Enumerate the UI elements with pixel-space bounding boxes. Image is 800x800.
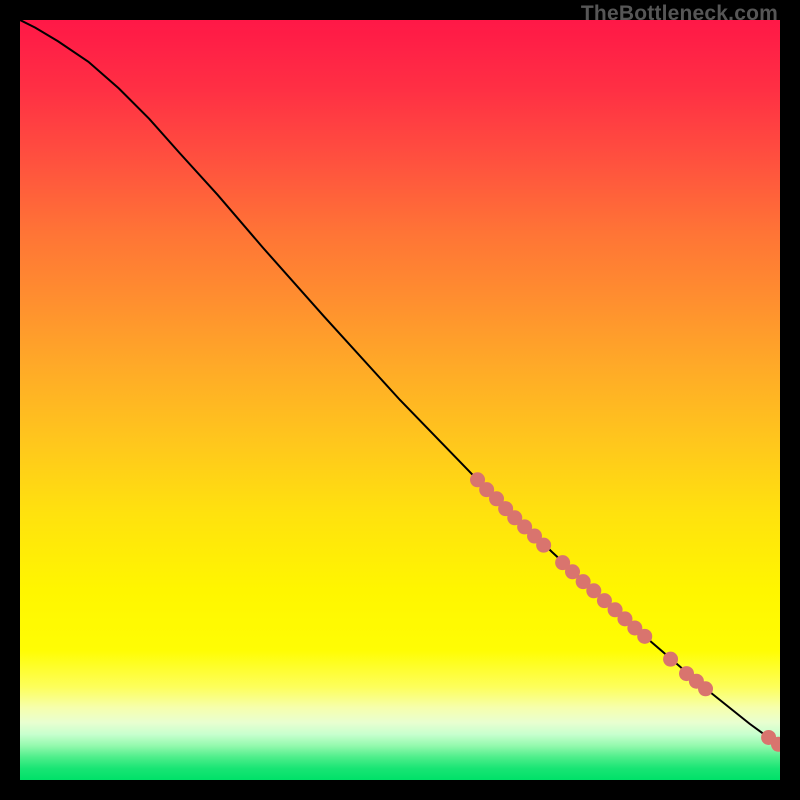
data-marker bbox=[637, 629, 652, 644]
data-marker bbox=[698, 681, 713, 696]
data-marker bbox=[663, 652, 678, 667]
plot-area bbox=[20, 20, 780, 780]
chart-frame: TheBottleneck.com bbox=[0, 0, 800, 800]
data-marker bbox=[536, 538, 551, 553]
